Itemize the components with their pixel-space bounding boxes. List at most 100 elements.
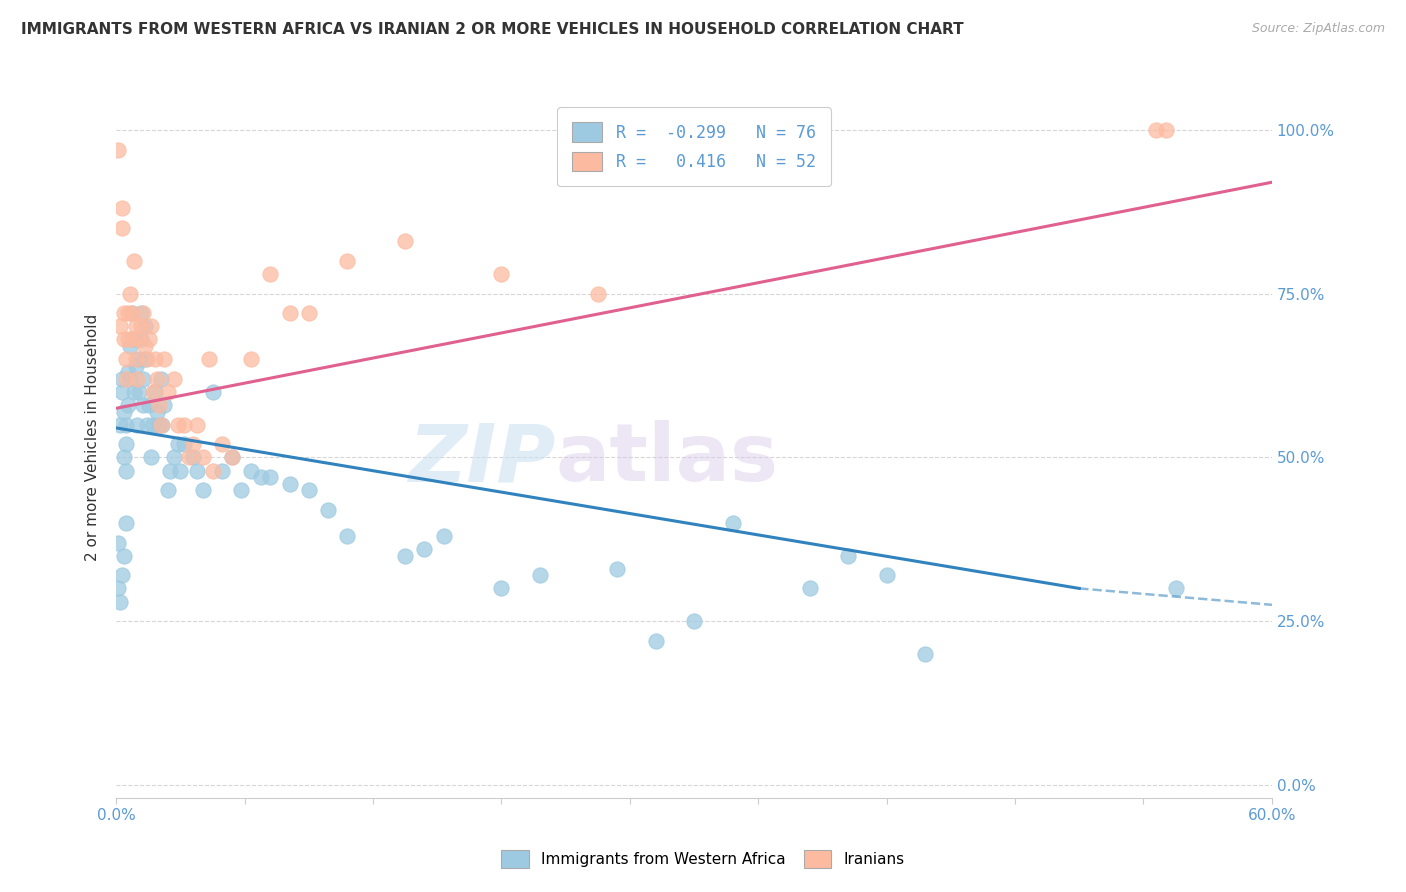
Point — [876, 568, 898, 582]
Point — [117, 306, 139, 320]
Point — [115, 437, 138, 451]
Point — [837, 549, 859, 563]
Text: atlas: atlas — [555, 420, 779, 499]
Point — [121, 333, 143, 347]
Point — [316, 503, 339, 517]
Point — [914, 647, 936, 661]
Point — [186, 463, 208, 477]
Point — [132, 306, 155, 320]
Point — [1154, 123, 1177, 137]
Point — [221, 450, 243, 465]
Point — [127, 417, 149, 432]
Point — [167, 417, 190, 432]
Point — [107, 143, 129, 157]
Point — [134, 319, 156, 334]
Point — [111, 568, 134, 582]
Point — [249, 470, 271, 484]
Point — [606, 562, 628, 576]
Point — [721, 516, 744, 530]
Point — [138, 333, 160, 347]
Point — [124, 333, 146, 347]
Point — [298, 306, 321, 320]
Point — [122, 253, 145, 268]
Point — [112, 333, 135, 347]
Point — [191, 450, 214, 465]
Point — [181, 437, 204, 451]
Point — [259, 267, 281, 281]
Point — [278, 476, 301, 491]
Point — [124, 352, 146, 367]
Point — [117, 365, 139, 379]
Point — [118, 372, 141, 386]
Point — [1144, 123, 1167, 137]
Point — [181, 450, 204, 465]
Text: IMMIGRANTS FROM WESTERN AFRICA VS IRANIAN 2 OR MORE VEHICLES IN HOUSEHOLD CORREL: IMMIGRANTS FROM WESTERN AFRICA VS IRANIA… — [21, 22, 963, 37]
Point — [173, 437, 195, 451]
Point — [211, 437, 233, 451]
Point — [394, 549, 416, 563]
Point — [148, 398, 170, 412]
Point — [179, 450, 201, 465]
Point — [131, 333, 153, 347]
Point — [128, 333, 150, 347]
Point — [112, 549, 135, 563]
Point — [139, 450, 162, 465]
Point — [157, 483, 180, 498]
Point — [799, 582, 821, 596]
Point — [163, 450, 186, 465]
Point — [111, 384, 134, 399]
Point — [152, 417, 174, 432]
Point — [159, 463, 181, 477]
Point — [132, 398, 155, 412]
Point — [128, 352, 150, 367]
Point — [529, 568, 551, 582]
Point — [121, 306, 143, 320]
Point — [278, 306, 301, 320]
Point — [132, 372, 155, 386]
Point — [491, 582, 513, 596]
Point — [107, 535, 129, 549]
Point — [111, 221, 134, 235]
Text: ZIP: ZIP — [408, 420, 555, 499]
Point — [112, 404, 135, 418]
Point — [201, 463, 224, 477]
Point — [115, 352, 138, 367]
Point — [143, 384, 166, 399]
Point — [211, 463, 233, 477]
Point — [231, 483, 253, 498]
Point — [197, 352, 219, 367]
Point — [122, 384, 145, 399]
Point — [117, 398, 139, 412]
Point — [169, 463, 191, 477]
Point — [1164, 582, 1187, 596]
Point — [240, 352, 263, 367]
Point — [336, 529, 359, 543]
Point — [138, 398, 160, 412]
Point — [586, 286, 609, 301]
Point — [433, 529, 456, 543]
Point — [121, 333, 143, 347]
Point — [115, 516, 138, 530]
Point — [108, 594, 131, 608]
Point — [153, 352, 176, 367]
Point — [145, 404, 167, 418]
Point — [644, 633, 666, 648]
Point — [118, 339, 141, 353]
Point — [124, 359, 146, 373]
Point — [121, 306, 143, 320]
Point — [298, 483, 321, 498]
Legend: Immigrants from Western Africa, Iranians: Immigrants from Western Africa, Iranians — [494, 843, 912, 875]
Point — [142, 384, 165, 399]
Point — [134, 339, 156, 353]
Point — [112, 450, 135, 465]
Point — [157, 384, 180, 399]
Point — [108, 319, 131, 334]
Point — [683, 614, 706, 628]
Point — [149, 372, 172, 386]
Point — [201, 384, 224, 399]
Point — [139, 319, 162, 334]
Point — [167, 437, 190, 451]
Point — [148, 417, 170, 432]
Point — [259, 470, 281, 484]
Point — [145, 372, 167, 386]
